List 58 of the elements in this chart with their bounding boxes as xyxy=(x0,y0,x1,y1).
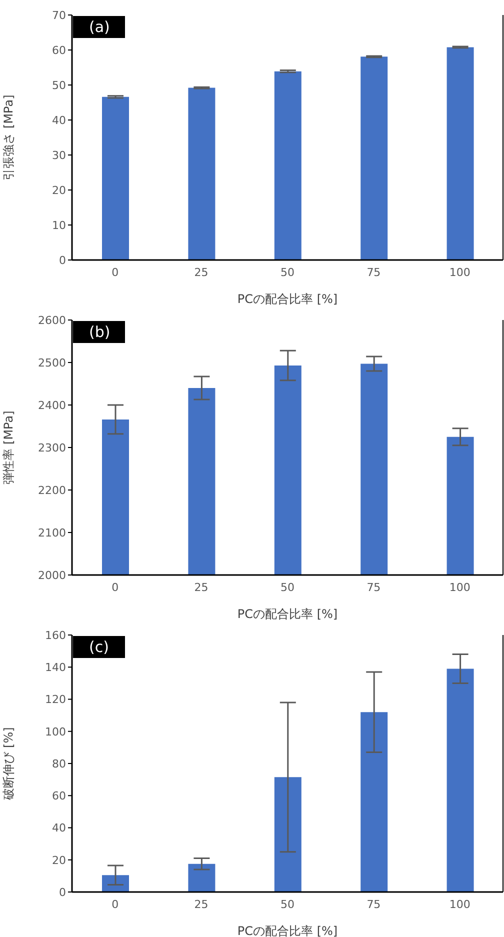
bar xyxy=(274,777,302,892)
x-axis-title: PCの配合比率 [%] xyxy=(237,292,338,306)
x-tick-label: 75 xyxy=(366,266,381,279)
y-axis-title: 破断伸び [%] xyxy=(1,727,16,801)
y-tick-label: 40 xyxy=(52,114,66,127)
y-tick-label: 160 xyxy=(45,628,66,642)
x-tick-label: 100 xyxy=(449,898,470,911)
y-tick-label: 120 xyxy=(45,693,66,706)
y-tick-label: 30 xyxy=(52,148,66,162)
y-tick-label: 80 xyxy=(52,757,66,770)
annotation: (b) xyxy=(73,321,125,343)
y-tick-label: 2200 xyxy=(38,484,66,497)
y-axis-title: 引張強さ [MPa] xyxy=(1,94,16,180)
y-tick-label: 2600 xyxy=(38,314,66,327)
x-tick-label: 50 xyxy=(280,898,294,911)
y-tick-label: 100 xyxy=(45,725,66,738)
annotation: (a) xyxy=(73,16,125,38)
y-tick-label: 2100 xyxy=(38,526,66,540)
bar xyxy=(102,96,129,260)
x-tick-label: 0 xyxy=(112,580,119,594)
y-tick-label: 0 xyxy=(59,886,66,899)
y-tick-label: 50 xyxy=(52,78,66,92)
bar xyxy=(446,47,474,260)
y-tick-label: 60 xyxy=(52,44,66,57)
annotation: (c) xyxy=(73,636,125,658)
x-axis-title: PCの配合比率 [%] xyxy=(237,924,338,937)
y-tick-label: 60 xyxy=(52,790,66,803)
y-tick-label: 20 xyxy=(52,184,66,197)
y-tick-label: 0 xyxy=(59,254,66,267)
y-tick-label: 20 xyxy=(52,854,66,867)
y-tick-label: 2400 xyxy=(38,398,66,412)
x-tick-label: 75 xyxy=(366,898,381,911)
x-tick-label: 0 xyxy=(112,266,119,279)
x-tick-label: 25 xyxy=(194,266,208,279)
bar xyxy=(188,864,216,892)
x-tick-label: 25 xyxy=(194,580,208,594)
x-axis-title: PCの配合比率 [%] xyxy=(237,607,338,621)
x-tick-label: 50 xyxy=(280,266,294,279)
bar xyxy=(360,56,388,260)
x-tick-label: 100 xyxy=(449,266,470,279)
bar xyxy=(274,71,302,260)
x-tick-label: 0 xyxy=(112,898,119,911)
y-tick-label: 10 xyxy=(52,218,66,232)
x-tick-label: 25 xyxy=(194,898,208,911)
bar xyxy=(446,668,474,892)
y-tick-label: 40 xyxy=(52,822,66,835)
bar xyxy=(360,712,388,892)
x-tick-label: 50 xyxy=(280,580,294,594)
bar xyxy=(188,88,216,260)
x-tick-label: 100 xyxy=(449,580,470,594)
x-tick-label: 75 xyxy=(366,580,381,594)
y-tick-label: 70 xyxy=(52,8,66,22)
y-tick-label: 2300 xyxy=(38,441,66,454)
y-tick-label: 2000 xyxy=(38,568,66,582)
y-tick-label: 140 xyxy=(45,661,66,674)
y-axis-title: 弾性率 [MPa] xyxy=(1,410,16,484)
bar xyxy=(102,875,129,892)
y-tick-label: 2500 xyxy=(38,356,66,370)
